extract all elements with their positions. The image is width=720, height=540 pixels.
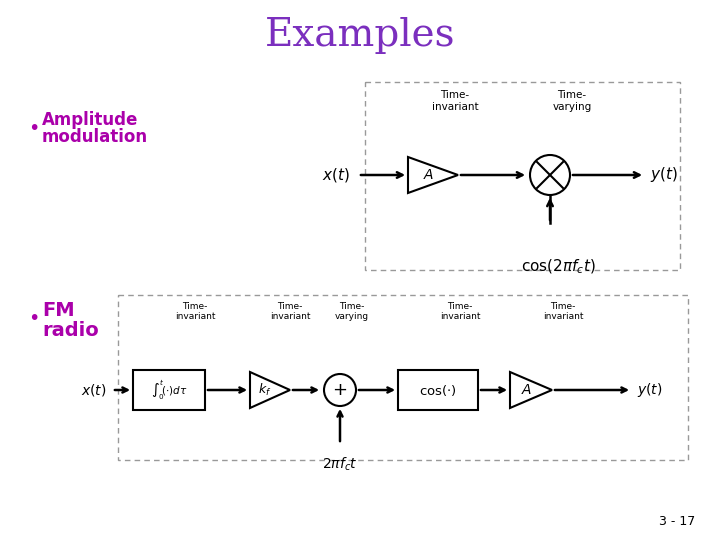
Text: •: • [28, 308, 40, 327]
Polygon shape [408, 157, 458, 193]
Bar [398, 370, 478, 410]
Text: Time-
invariant: Time- invariant [432, 90, 478, 112]
Text: 3 - 17: 3 - 17 [659, 515, 695, 528]
Text: $x(t)$: $x(t)$ [322, 166, 350, 184]
Text: $x(t)$: $x(t)$ [81, 382, 107, 398]
Text: Time-
varying: Time- varying [552, 90, 592, 112]
Text: $\cos(2\pi f_c t)$: $\cos(2\pi f_c t)$ [521, 258, 595, 276]
Text: $\cos(\cdot)$: $\cos(\cdot)$ [419, 382, 456, 397]
Text: radio: radio [42, 321, 99, 340]
Text: Amplitude: Amplitude [42, 111, 138, 129]
Text: A: A [423, 168, 433, 182]
Text: Time-
varying: Time- varying [335, 302, 369, 321]
Polygon shape [250, 372, 290, 408]
Text: modulation: modulation [42, 128, 148, 146]
Text: Time-
invariant: Time- invariant [270, 302, 310, 321]
Polygon shape [510, 372, 552, 408]
Circle shape [530, 155, 570, 195]
Text: $k_f$: $k_f$ [258, 382, 271, 398]
Text: Time-
invariant: Time- invariant [543, 302, 583, 321]
Text: $y(t)$: $y(t)$ [650, 165, 678, 185]
Text: Examples: Examples [265, 17, 455, 53]
Text: •: • [28, 118, 40, 138]
Bar [365, 82, 680, 270]
Text: Time-
invariant: Time- invariant [175, 302, 215, 321]
Text: A: A [521, 383, 531, 397]
Bar [118, 295, 688, 460]
Circle shape [324, 374, 356, 406]
Text: $2\pi f_c t$: $2\pi f_c t$ [322, 456, 358, 474]
Bar [133, 370, 205, 410]
Text: $\int_0^t\!(\cdot)d\tau$: $\int_0^t\!(\cdot)d\tau$ [150, 378, 187, 402]
Text: $y(t)$: $y(t)$ [637, 381, 662, 399]
Text: Time-
invariant: Time- invariant [440, 302, 480, 321]
Text: +: + [333, 381, 348, 399]
Text: FM: FM [42, 300, 75, 320]
